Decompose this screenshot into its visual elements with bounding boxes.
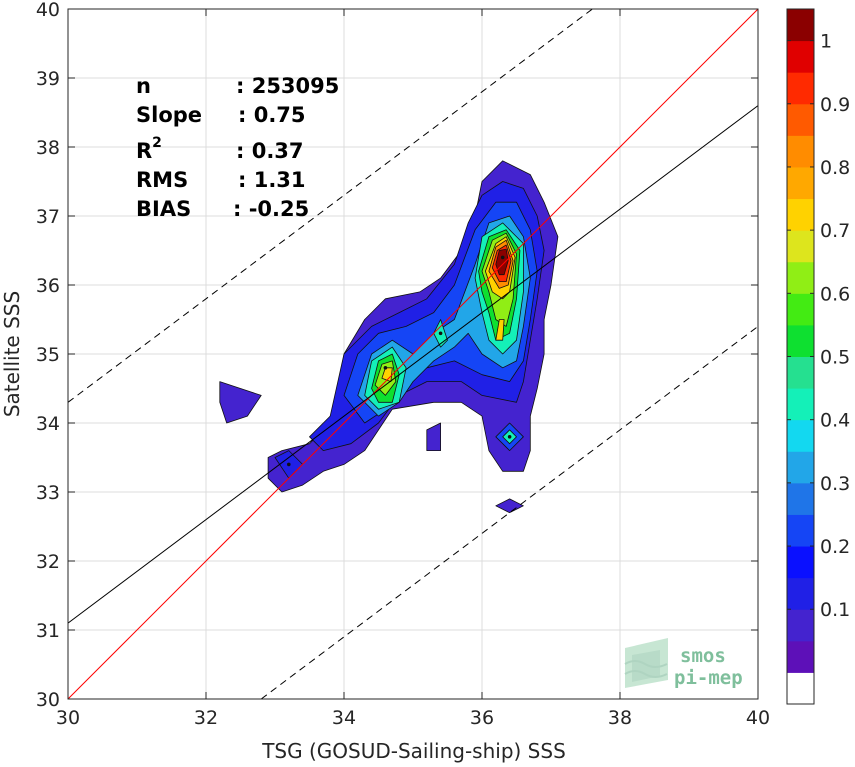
density-region-1 [219, 381, 262, 424]
colorbar-swatch-12 [787, 293, 814, 326]
x-axis-title: TSG (GOSUD-Sailing-ship) SSS [261, 739, 566, 763]
y-axis-title: Satellite SSS [0, 291, 24, 417]
colorbar-swatch-7 [787, 451, 814, 484]
svg-text:: 0.75: : 0.75 [238, 103, 306, 127]
colorbar-swatch-0 [787, 672, 814, 705]
colorbar-tick-label-5: 0.6 [820, 283, 850, 305]
colorbar-swatch-14 [787, 230, 814, 263]
x-tick-label-1: 32 [194, 707, 218, 729]
logo-waves-icon [624, 638, 668, 688]
colorbar-ticks: 0.1 0.2 0.3 0.4 0.5 0.6 0.7 0.8 0.9 1 [787, 31, 850, 621]
svg-text:RMS: RMS [136, 168, 188, 192]
colorbar-swatch-2 [787, 609, 814, 642]
density-region-2 [495, 498, 524, 514]
stat-value-n: : 253095 [236, 74, 339, 98]
colorbar-swatch-3 [787, 577, 814, 610]
axis-ticks: 30 32 34 36 38 40 30 31 32 33 34 35 36 37 38 39 40 [36, 0, 770, 729]
colorbar-swatch-19 [787, 72, 814, 105]
logo-text-pi-mep: pi-mep [674, 667, 743, 689]
x-tick-label-0: 30 [56, 707, 80, 729]
x-tick-label-4: 38 [608, 707, 632, 729]
x-tick-label-2: 34 [332, 707, 356, 729]
y-tick-label-3: 33 [36, 482, 60, 504]
colorbar-swatch-11 [787, 324, 814, 357]
density-region-17 [381, 367, 393, 383]
smos-pi-mep-logo: smos pi-mep [624, 638, 743, 689]
colorbar-swatch-15 [787, 198, 814, 231]
colorbar-tick-label-2: 0.3 [820, 473, 850, 495]
y-tick-label-9: 39 [36, 68, 60, 90]
colorbar-swatch-8 [787, 419, 814, 452]
stat-label-r2: R [136, 139, 152, 163]
lower-bound-line [260, 325, 758, 699]
stat-value-r2: : 0.37 [236, 139, 304, 163]
colorbar-swatch-18 [787, 103, 814, 136]
y-tick-label-2: 32 [36, 551, 60, 573]
colorbar-swatch-10 [787, 356, 814, 389]
density-region-19 [495, 319, 505, 341]
stats-panel: n : 253095 Slope : 0.75 R2 : 0.37 RMS : … [136, 74, 339, 221]
grid-lines [67, 8, 759, 700]
colorbar-swatch-16 [787, 166, 814, 200]
y-tick-label-0: 30 [36, 689, 60, 711]
density-region-3 [426, 422, 442, 452]
density-peak-4 [287, 462, 291, 467]
colorbar-swatch-17 [787, 135, 814, 168]
colorbar-swatch-4 [787, 546, 814, 579]
y-tick-label-8: 38 [36, 137, 60, 159]
upper-bound-line [68, 9, 593, 403]
x-tick-label-3: 36 [470, 707, 494, 729]
colorbar-swatch-13 [787, 261, 814, 294]
colorbar-tick-label-8: 0.9 [820, 94, 850, 116]
svg-text:: -0.25: : -0.25 [233, 197, 309, 221]
colorbar-tick-label-9: 1 [820, 31, 832, 53]
svg-text:: 0.37: : 0.37 [236, 139, 304, 163]
svg-text:BIAS: BIAS [136, 197, 191, 221]
svg-text:n: n [136, 74, 151, 98]
stat-value-rms: : 1.31 [238, 168, 306, 192]
stat-label-n: n [136, 74, 151, 98]
colorbar-swatch-6 [787, 482, 814, 515]
stat-value-slope: : 0.75 [238, 103, 306, 127]
stat-label-slope: Slope [136, 103, 202, 127]
stat-value-bias: : -0.25 [233, 197, 309, 221]
density-peak-0 [500, 255, 505, 260]
colorbar-swatch-5 [787, 514, 814, 547]
y-tick-label-7: 37 [36, 206, 60, 228]
colorbar-swatch-1 [787, 640, 814, 673]
colorbar-swatch-21 [787, 9, 814, 42]
colorbar-swatch-9 [787, 388, 814, 421]
svg-text:: 253095: : 253095 [236, 74, 339, 98]
colorbar-swatch-20 [787, 40, 814, 73]
reference-lines [68, 9, 758, 699]
svg-text:Slope: Slope [136, 103, 202, 127]
y-tick-label-6: 36 [36, 275, 60, 297]
svg-text:: 1.31: : 1.31 [238, 168, 306, 192]
logo-text-smos: smos [680, 645, 726, 667]
colorbar-tick-label-0: 0.1 [820, 599, 850, 621]
y-tick-label-5: 35 [36, 344, 60, 366]
x-tick-label-5: 40 [746, 707, 770, 729]
colorbar [787, 9, 814, 705]
colorbar-tick-label-1: 0.2 [820, 536, 850, 558]
svg-text:R2: R2 [136, 135, 162, 163]
density-peak-2 [438, 331, 443, 336]
density-peak-1 [383, 366, 388, 370]
density-peak-3 [507, 435, 512, 439]
stat-label-r2-sup: 2 [152, 135, 162, 151]
stat-label-bias: BIAS [136, 197, 191, 221]
colorbar-tick-label-7: 0.8 [820, 157, 850, 179]
density-contours [219, 160, 559, 514]
y-tick-label-1: 31 [36, 620, 60, 642]
colorbar-tick-label-6: 0.7 [820, 220, 850, 242]
regression-line [68, 105, 758, 624]
stat-label-rms: RMS [136, 168, 188, 192]
colorbar-tick-label-3: 0.4 [820, 410, 850, 432]
colorbar-tick-label-4: 0.5 [820, 347, 850, 369]
y-tick-label-4: 34 [36, 413, 60, 435]
identity-line [68, 9, 758, 699]
y-tick-label-10: 40 [36, 0, 60, 21]
